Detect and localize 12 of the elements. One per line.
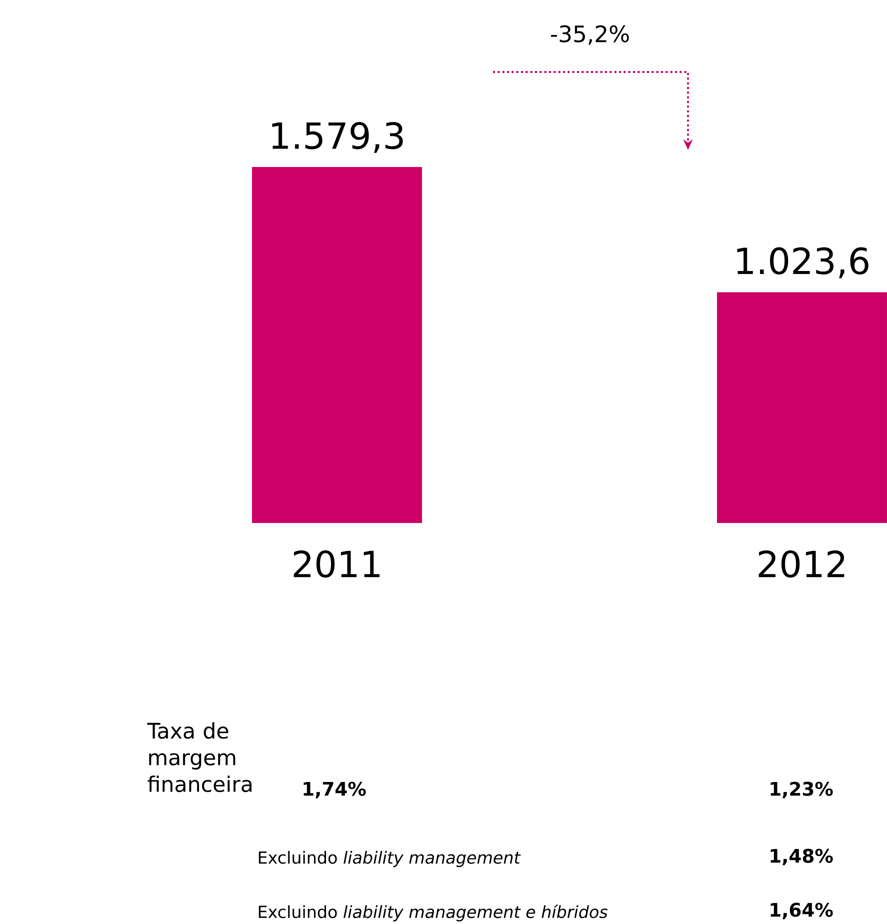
- text: 1,48%: [770, 848, 833, 866]
- data-label: 1.579,3: [272, 122, 403, 153]
- data-label: 1.023,6: [737, 247, 868, 278]
- text: -35,2%: [551, 25, 629, 45]
- x-tick-label: 2012: [758, 550, 844, 578]
- text: Excluindo liability management e híbridos: [258, 904, 608, 922]
- text: 1,64%: [770, 902, 833, 920]
- text: 1,23%: [770, 782, 833, 798]
- text: Excluindo liability management: [258, 850, 521, 868]
- text: 1,74%: [304, 782, 366, 798]
- x-tick-label: 2011: [294, 550, 380, 578]
- text: Taxa de margem financeira: [147, 722, 252, 792]
